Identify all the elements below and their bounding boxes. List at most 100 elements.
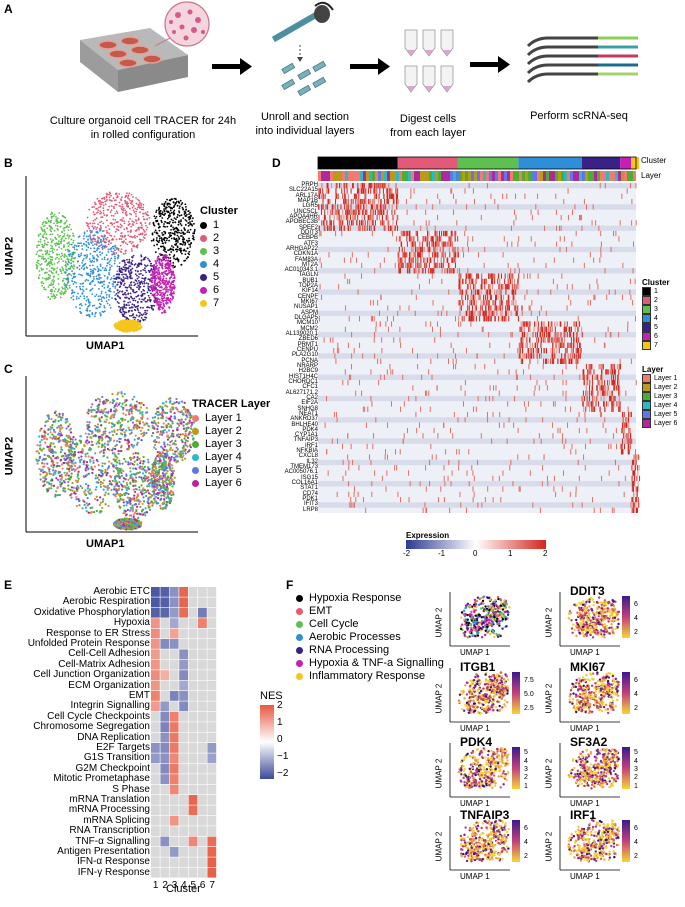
gene-label: NRARP [296,362,318,369]
nes-cell [169,774,179,784]
feature-umap-points [457,747,510,790]
feature-colorbar-tick: 4 [634,839,638,846]
feature-colorbar [622,820,630,862]
feature-colorbar-tick: 5.0 [524,691,534,698]
feature-colorbar-tick: 1 [634,782,638,790]
gene-feature-umap: TNFAIP3 6 4 2 UMAP 1 UMAP 2 [434,808,554,896]
heatmap-layer-legend-swatch [642,410,651,419]
pathway-label: Cell-Cell Adhesion [68,648,150,660]
nes-cell [169,597,179,608]
gene-label: BUB1 [302,277,318,284]
pathway-label: Chromosome Segregation [33,721,150,733]
heatmap-cluster-legend-swatch [642,305,651,314]
nes-cell [169,815,179,826]
gene-expression-heatmap [317,156,641,513]
feature-gene-title: DDIT3 [570,584,605,598]
gene-label: KIF14 [301,288,318,295]
gene-label: PDK4 [302,426,318,433]
nes-cell [160,867,170,878]
nes-cell [188,597,198,608]
feature-colorbar [622,747,630,789]
nes-cell [207,847,217,857]
feature-gene-title: SF3A2 [570,735,608,749]
cluster-legend-item: 6 [200,284,238,297]
feature-colorbar-tick: 6 [634,601,638,608]
nes-cell [160,826,170,836]
nes-cell [160,607,170,618]
gene-feature-umap: SF3A2 5 4 3 2 1 UMAP 1 UMAP 2 [544,735,664,823]
feature-umap-svg [559,668,620,723]
gene-label: TNFAIP3 [293,437,318,444]
nes-cell [198,774,207,784]
gene-label: SNHG8 [297,405,318,412]
nes-cell [207,867,217,878]
heatmap-cells [318,183,641,513]
feature-umap-svg [559,816,621,871]
nes-x-tick: 5 [191,880,197,891]
feature-gene-title: ITGB1 [460,660,496,674]
feature-colorbar-tick: 2 [634,774,638,782]
gene-label: DLGAP5 [294,315,318,322]
nes-cell [188,774,198,784]
nes-cell [160,763,170,774]
nes-cell [169,711,179,722]
heatmap-cluster-bar-segment [457,157,519,169]
feature-colorbar-tick: 4 [634,691,638,698]
cluster-legend-item: 5 [200,271,238,284]
process-legend-item: Hypoxia & TNF-a Signalling [296,657,444,670]
gene-label: PCNA [301,357,318,364]
nes-cell [198,691,207,701]
nes-cell [188,701,198,712]
nes-cell [188,607,198,618]
gene-label: FAM83A [294,256,318,263]
panel-f-label: F [286,578,294,592]
nes-cell [198,815,207,826]
nes-cell [179,847,188,857]
expression-gradient [406,540,546,549]
nes-cell [160,691,170,701]
tracer-plate-illustration [80,1,638,97]
layer-legend-label: Layer 2 [205,425,242,437]
nes-cell [188,743,198,753]
nes-cell [198,659,207,670]
nes-cell [188,867,198,878]
nes-cell [160,857,170,868]
gene-feature-umap: ITGB1 7.5 5.0 2.5 UMAP 1 UMAP 2 [434,660,554,748]
nes-cell [179,597,188,608]
cluster-legend-item: 7 [200,297,238,310]
feature-colorbar-tick: 3 [524,766,528,773]
nes-cell [160,743,170,753]
step-1-text: Culture organoid cell TRACER for 24h in … [28,114,258,142]
nes-cell [198,732,207,743]
nes-cell [188,587,198,597]
gene-label: SLC22A15 [288,187,318,194]
gene-label: ARHGAP22 [285,245,318,252]
gene-label: PRPH [301,182,318,188]
feature-colorbar-tick: 7.5 [524,677,534,684]
feature-colorbar [622,596,630,638]
gene-label: CENPU [296,347,318,353]
process-legend-swatch [296,634,303,641]
nes-tick: 0 [277,734,283,745]
heatmap-cluster-bar-segment [518,157,582,169]
heatmap-cluster-legend-swatch [642,341,651,350]
process-legend-swatch [296,621,303,628]
nes-cell [179,795,188,805]
gene-label: NFKBIA [296,448,318,455]
feature-colorbar-tick: 2.5 [524,705,534,712]
nes-cell [198,857,207,868]
gene-label: AC005076.1 [284,469,318,476]
gene-label: MKI67 [300,299,318,306]
nes-cell [207,722,217,732]
heatmap-cluster-legend: Cluster 1 2 3 4 5 6 7 [642,278,670,350]
process-legend-item: EMT [296,605,444,618]
pathway-label: ECM Organization [68,679,150,691]
feature-umap-xlabel: UMAP 1 [460,648,490,657]
gene-label: MT2A [301,261,318,268]
feature-umap-svg [559,743,621,798]
process-legend-item: Aerobic Processes [296,631,444,644]
cluster-legend-swatch [200,248,207,255]
nes-cell [198,826,207,836]
pathway-label: Mitotic Prometaphase [53,773,150,785]
process-legend-label: Hypoxia Response [309,592,402,604]
